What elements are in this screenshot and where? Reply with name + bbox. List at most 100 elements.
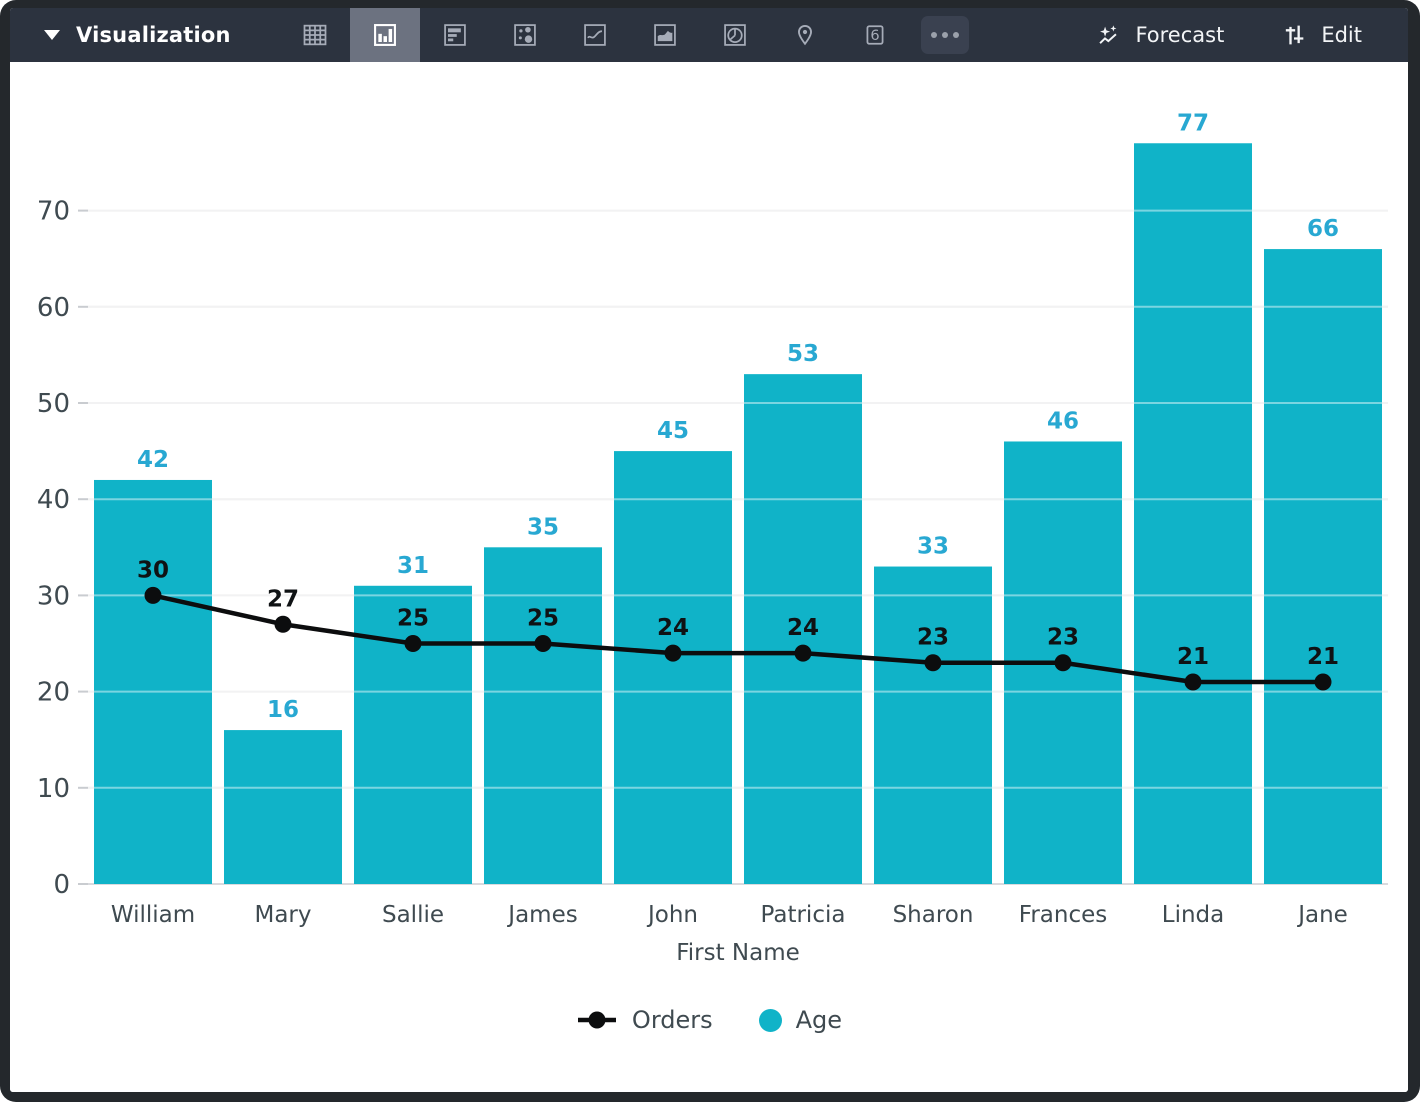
y-axis-label: 10 <box>37 774 70 804</box>
bar-value-label: 16 <box>267 697 299 723</box>
chart-area: 0 10 20 30 40 50 60 70 42 16 31 35 45 53 33 46 77 66 30 27 2… <box>10 62 1408 1092</box>
viz-type-table-button[interactable] <box>280 8 350 62</box>
chevron-down-icon <box>44 30 60 40</box>
viz-type-more-button[interactable] <box>910 8 980 62</box>
sparkle-forecast-icon <box>1099 25 1118 44</box>
bar-value-label: 46 <box>1047 408 1079 434</box>
bar-chart-icon <box>444 24 466 46</box>
line-point[interactable] <box>1184 673 1202 691</box>
bar[interactable] <box>1134 143 1252 884</box>
bar[interactable] <box>744 374 862 884</box>
map-pin-icon <box>797 24 813 46</box>
line-value-label: 27 <box>267 586 299 612</box>
bar[interactable] <box>614 451 732 884</box>
window-content: Visualization <box>10 8 1408 1092</box>
line-value-label: 21 <box>1307 644 1339 670</box>
orders-line-marker <box>577 1011 616 1029</box>
line-value-label: 21 <box>1177 644 1209 670</box>
viz-type-switcher: 6 <box>280 8 980 62</box>
panel-title: Visualization <box>76 23 231 47</box>
tune-edit-icon <box>1286 25 1304 45</box>
legend-item-orders[interactable]: Orders <box>576 1006 713 1034</box>
y-axis-label: 0 <box>53 870 70 900</box>
forecast-button[interactable]: Forecast <box>1094 21 1224 49</box>
legend-label-age: Age <box>795 1006 843 1034</box>
line-point[interactable] <box>144 586 162 604</box>
edit-label: Edit <box>1321 23 1362 47</box>
bar[interactable] <box>874 566 992 884</box>
bar[interactable] <box>1264 249 1382 884</box>
age-dot-marker <box>758 1008 782 1032</box>
y-axis-label: 60 <box>37 293 70 323</box>
y-axis-label: 50 <box>37 389 70 419</box>
line-value-label: 24 <box>657 615 689 641</box>
viz-type-map-button[interactable] <box>770 8 840 62</box>
x-axis-category-label: Linda <box>1162 902 1224 928</box>
bar-value-label: 45 <box>657 418 689 444</box>
bar-value-label: 77 <box>1177 110 1209 136</box>
ellipsis-icon <box>921 16 969 54</box>
single-value-icon: 6 <box>866 25 884 45</box>
single-value-glyph: 6 <box>870 27 879 44</box>
y-axis-label: 40 <box>37 485 70 515</box>
visualization-header-toggle[interactable]: Visualization <box>10 8 280 62</box>
y-axis-label: 20 <box>37 678 70 708</box>
x-axis-category-label: Sallie <box>382 902 444 928</box>
viz-type-line-button[interactable] <box>560 8 630 62</box>
line-value-label: 23 <box>917 625 949 651</box>
bar[interactable] <box>94 479 212 884</box>
table-icon <box>303 24 327 46</box>
line-value-label: 24 <box>787 615 819 641</box>
x-axis-category-label: Sharon <box>893 902 974 928</box>
bar[interactable] <box>484 547 602 884</box>
toolbar-actions: Forecast Edit <box>1094 8 1408 62</box>
bar-value-label: 66 <box>1307 216 1339 242</box>
bar-value-label: 42 <box>137 447 169 473</box>
x-axis-title: First Name <box>676 940 800 962</box>
forecast-label: Forecast <box>1135 23 1225 47</box>
x-axis-category-label: William <box>111 902 195 928</box>
line-point[interactable] <box>924 654 942 672</box>
y-axis-label: 30 <box>37 581 70 611</box>
viz-type-area-button[interactable] <box>630 8 700 62</box>
pie-chart-icon <box>724 24 746 46</box>
line-value-label: 25 <box>397 606 429 632</box>
legend-label-orders: Orders <box>631 1006 713 1034</box>
x-axis-category-label: Jane <box>1296 902 1348 928</box>
visualization-toolbar: Visualization <box>10 8 1408 62</box>
x-axis-category-label: Mary <box>254 902 311 928</box>
viz-type-column-button[interactable] <box>350 8 420 62</box>
viz-type-bar-button[interactable] <box>420 8 490 62</box>
line-point[interactable] <box>534 635 552 652</box>
line-point[interactable] <box>404 635 422 652</box>
viz-type-scatter-button[interactable] <box>490 8 560 62</box>
viz-type-pie-button[interactable] <box>700 8 770 62</box>
chart-legend: Orders Age <box>10 1006 1408 1034</box>
legend-item-age[interactable]: Age <box>758 1006 843 1034</box>
area-chart-icon <box>654 24 676 46</box>
bar-value-label: 35 <box>527 514 559 540</box>
line-point[interactable] <box>794 644 812 662</box>
x-axis-category-label: John <box>646 902 698 928</box>
x-axis-category-label: James <box>506 902 577 928</box>
x-axis-category-label: Frances <box>1019 902 1107 928</box>
line-value-label: 30 <box>137 557 169 583</box>
combo-chart[interactable]: 0 10 20 30 40 50 60 70 42 16 31 35 45 53 33 46 77 66 30 27 2… <box>10 62 1406 962</box>
viz-type-single-value-button[interactable]: 6 <box>840 8 910 62</box>
line-point[interactable] <box>274 615 292 633</box>
column-chart-icon <box>374 24 396 46</box>
edit-button[interactable]: Edit <box>1280 21 1362 49</box>
bar-value-label: 33 <box>917 534 949 560</box>
y-axis-label: 70 <box>37 197 70 227</box>
bar[interactable] <box>224 730 342 884</box>
line-value-label: 23 <box>1047 625 1079 651</box>
bar-value-label: 31 <box>397 553 429 579</box>
line-point[interactable] <box>1054 654 1072 672</box>
orders-line <box>152 593 1323 685</box>
bar-value-label: 53 <box>787 341 819 367</box>
line-value-label: 25 <box>527 606 559 632</box>
line-point[interactable] <box>664 644 682 662</box>
line-point[interactable] <box>1314 673 1332 691</box>
